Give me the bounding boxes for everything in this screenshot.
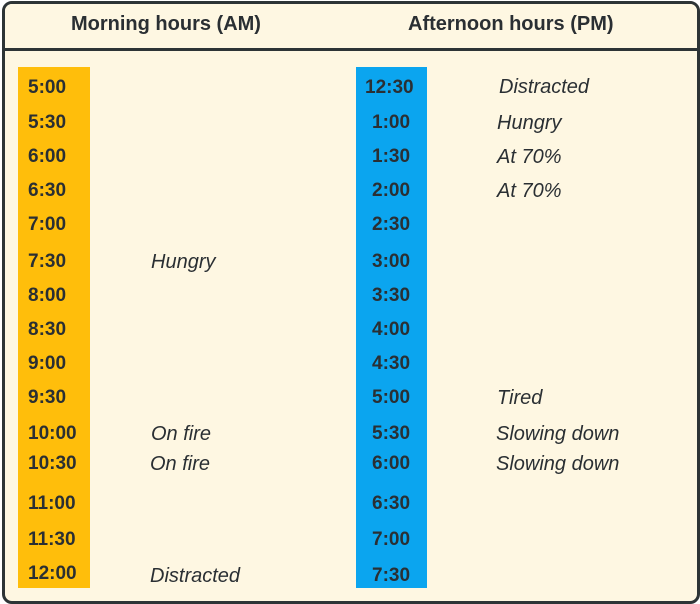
energy-note: On fire [150,453,211,475]
time-label: 10:00 [28,423,77,444]
time-label: 11:00 [28,493,76,514]
energy-note: Hungry [497,112,562,134]
time-label: 1:30 [372,146,411,167]
time-label: 7:00 [372,529,411,550]
time-label: 1:00 [372,112,411,133]
energy-note: Distracted [150,565,241,587]
time-label: 12:00 [28,563,77,584]
energy-note: Slowing down [496,453,620,475]
time-label: 7:30 [372,565,411,586]
energy-note: Tired [497,387,543,409]
time-label: 2:30 [372,214,411,235]
energy-note: At 70% [497,180,562,202]
energy-note: Slowing down [496,423,620,445]
time-label: 8:00 [28,285,67,306]
time-label: 6:30 [28,180,67,201]
time-label: 6:00 [372,453,411,474]
time-label: 11:30 [28,529,76,550]
energy-note: Distracted [499,76,590,98]
time-label: 5:00 [28,77,67,98]
time-label: 2:00 [372,180,411,201]
time-label: 8:30 [28,319,67,340]
time-label: 4:00 [372,319,411,340]
time-label: 6:30 [372,493,411,514]
energy-note: At 70% [497,146,562,168]
time-label: 9:00 [28,353,67,374]
afternoon-header: Afternoon hours (PM) [408,13,614,35]
time-label: 5:30 [372,423,411,444]
time-label: 3:00 [372,251,411,272]
time-label: 7:00 [28,214,67,235]
time-label: 9:30 [28,387,67,408]
time-label: 7:30 [28,251,67,272]
morning-time-bar [18,67,90,588]
time-label: 5:00 [372,387,411,408]
time-label: 6:00 [28,146,67,167]
energy-note: Hungry [151,251,216,273]
time-label: 3:30 [372,285,411,306]
morning-header: Morning hours (AM) [71,13,261,35]
energy-note: On fire [151,423,212,445]
time-label: 12:30 [365,77,414,98]
time-label: 4:30 [372,353,411,374]
time-label: 5:30 [28,112,67,133]
time-label: 10:30 [28,453,77,474]
afternoon-time-bar [356,67,427,588]
header-row: Morning hours (AM) Afternoon hours (PM) [5,4,697,51]
